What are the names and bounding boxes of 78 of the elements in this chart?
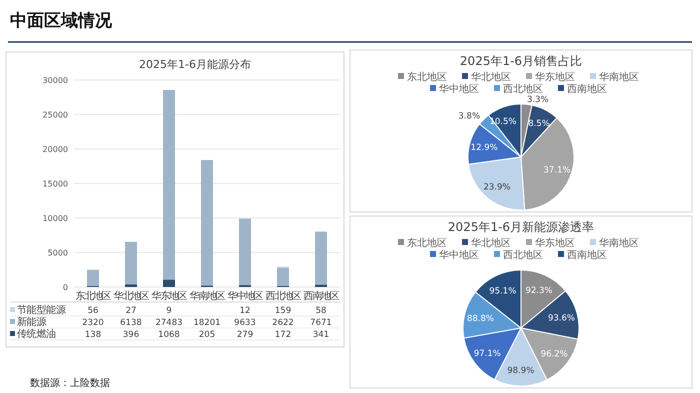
x-tick-label: 西北地区 (266, 290, 302, 302)
y-tick-label: 15000 (42, 180, 68, 188)
data-label: 279 (236, 330, 254, 340)
legend-label: 华南地区 (599, 71, 639, 83)
data-label: 98.9% (507, 366, 534, 376)
y-tick-label: 5000 (48, 248, 68, 258)
x-tick-label: 华南地区 (190, 290, 226, 302)
data-label: 2320 (82, 318, 104, 328)
chart-title: 2025年1-6月新能源渗透率 (448, 220, 594, 234)
legend-label: 东北地区 (407, 237, 447, 249)
legend-label: 华南地区 (599, 237, 639, 249)
y-tick-label: 30000 (42, 76, 68, 85)
data-label: 6138 (120, 318, 142, 328)
data-label: 95.1% (489, 286, 516, 296)
chart-title: 2025年1-6月能源分布 (139, 58, 251, 71)
data-label: 396 (122, 330, 140, 340)
legend-label: 西北地区 (503, 83, 543, 95)
data-label: 3.3% (527, 95, 549, 106)
data-label: 58 (316, 306, 326, 316)
bar (125, 242, 137, 284)
bar (201, 160, 213, 286)
chart-title: 2025年1-6月销售占比 (460, 54, 582, 68)
data-label: 341 (312, 330, 330, 340)
y-tick-label: 10000 (42, 214, 68, 223)
x-tick-label: 东北地区 (76, 290, 112, 302)
legend-label: 新能源 (17, 316, 46, 328)
legend-label: 西南地区 (567, 83, 607, 95)
bar (163, 90, 175, 280)
legend-label: 华中地区 (439, 83, 479, 95)
data-label: 12 (240, 306, 250, 316)
legend-label: 华东地区 (535, 237, 575, 249)
legend-label: 传统燃油 (17, 328, 56, 340)
data-label: 27483 (155, 318, 183, 328)
data-label: 2622 (272, 318, 294, 328)
bar (239, 218, 251, 286)
legend-label: 华中地区 (439, 249, 479, 261)
bar (163, 280, 175, 287)
text: 数据源：上险数据 (30, 377, 110, 389)
x-tick-label: 西南地区 (304, 290, 340, 302)
data-label: 172 (274, 330, 292, 340)
legend-label: 节能型能源 (17, 304, 66, 316)
bar (87, 270, 99, 286)
legend-label: 东北地区 (407, 71, 447, 83)
legend-label: 西北地区 (503, 249, 543, 261)
bar (125, 284, 137, 287)
y-tick-label: 0 (62, 283, 68, 292)
data-label: 37.1% (544, 166, 571, 176)
legend-label: 华北地区 (471, 237, 511, 249)
data-label: 93.6% (548, 314, 575, 324)
data-label: 18201 (193, 318, 221, 328)
data-label: 92.3% (525, 286, 553, 296)
data-label: 205 (198, 330, 216, 340)
bar (277, 268, 289, 286)
x-tick-label: 华北地区 (114, 290, 150, 302)
y-tick-label: 20000 (42, 145, 68, 154)
data-label: 88.8% (466, 314, 494, 324)
data-label: 9 (166, 306, 172, 316)
data-label: 8.5% (528, 119, 550, 130)
data-label: 9633 (234, 318, 256, 328)
x-tick-label: 华中地区 (228, 290, 264, 302)
data-label: 27 (126, 306, 136, 316)
data-label: 3.8% (458, 112, 480, 122)
data-label: 97.1% (474, 348, 501, 359)
data-label: 7671 (310, 318, 332, 328)
data-label: 159 (274, 306, 292, 316)
legend-label: 华东地区 (535, 71, 575, 83)
data-label: 1068 (158, 330, 180, 340)
data-label: 12.9% (470, 142, 498, 153)
legend-label: 西南地区 (567, 249, 607, 261)
y-tick-label: 25000 (42, 110, 68, 120)
data-label: 56 (88, 306, 98, 316)
x-tick-label: 华东地区 (152, 290, 188, 302)
data-label: 23.9% (483, 182, 510, 193)
bar (315, 232, 327, 285)
data-label: 138 (84, 330, 102, 340)
text: 中面区域情况 (10, 11, 113, 31)
legend-label: 华北地区 (471, 71, 511, 83)
data-label: 96.2% (540, 349, 568, 360)
